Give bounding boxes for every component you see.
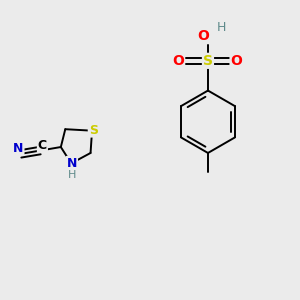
Text: O: O xyxy=(172,54,184,68)
Text: S: S xyxy=(203,54,213,68)
Text: O: O xyxy=(231,54,242,68)
Text: C: C xyxy=(38,139,47,152)
Text: N: N xyxy=(67,157,77,170)
Text: O: O xyxy=(198,29,209,43)
Text: N: N xyxy=(13,142,23,155)
Text: S: S xyxy=(89,124,98,136)
Text: H: H xyxy=(217,21,226,34)
Text: H: H xyxy=(68,170,76,180)
